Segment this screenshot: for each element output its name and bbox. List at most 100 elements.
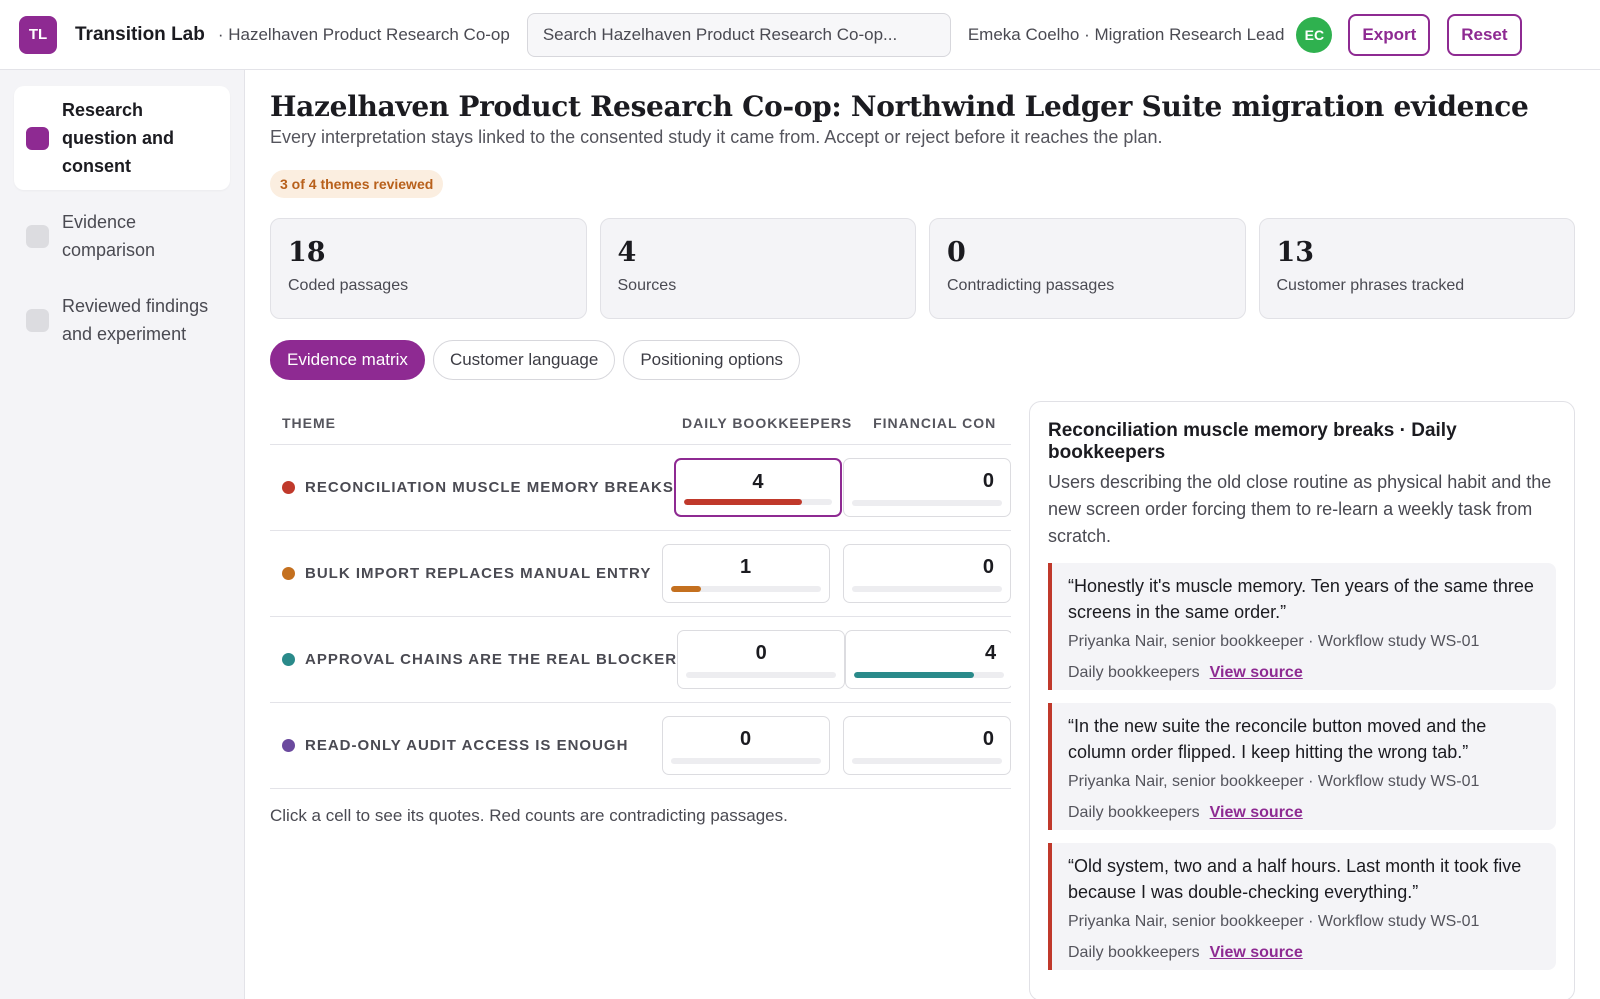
table-row: RECONCILIATION MUSCLE MEMORY BREAKS 4 0 bbox=[270, 445, 1011, 531]
app-logo: TL bbox=[19, 15, 57, 54]
top-bar: TL Transition Lab · Hazelhaven Product R… bbox=[0, 0, 1600, 70]
reset-button[interactable]: Reset bbox=[1447, 13, 1522, 56]
theme-label: RECONCILIATION MUSCLE MEMORY BREAKS bbox=[305, 479, 674, 496]
stat-value: 13 bbox=[1276, 237, 1315, 268]
stat-card-contradicting-passages: 0 Contradicting passages bbox=[929, 218, 1246, 319]
search-input[interactable] bbox=[526, 12, 951, 57]
quote-card: “Old system, two and a half hours. Last … bbox=[1048, 843, 1556, 970]
sidebar-step-reviewed-findings[interactable]: Reviewed findings and experiment bbox=[14, 282, 230, 358]
tab-positioning-options[interactable]: Positioning options bbox=[623, 340, 801, 380]
theme-cell: READ-ONLY AUDIT ACCESS IS ENOUGH bbox=[270, 737, 662, 754]
cell-bar-fill bbox=[683, 499, 803, 505]
stat-label: Customer phrases tracked bbox=[1276, 277, 1465, 294]
stat-value: 0 bbox=[947, 237, 966, 268]
quote-text: “Old system, two and a half hours. Last … bbox=[1068, 856, 1522, 902]
quote-text: “Honestly it's muscle memory. Ten years … bbox=[1068, 576, 1534, 622]
column-header-daily-bookkeepers: DAILY BOOKKEEPERS bbox=[681, 414, 853, 431]
cell-bar-track bbox=[852, 586, 1002, 592]
matrix-cell[interactable]: 0 bbox=[843, 544, 1011, 603]
cell-bar-track bbox=[852, 500, 1002, 506]
detail-description: Users describing the old close routine a… bbox=[1048, 472, 1552, 546]
sidebar-step-label: Research question and consent bbox=[62, 100, 174, 176]
matrix-cell[interactable]: 0 bbox=[677, 630, 846, 689]
stat-card-sources: 4 Sources bbox=[599, 218, 916, 319]
quote-footer: Daily bookkeepers View source bbox=[1068, 664, 1540, 682]
table-row: APPROVAL CHAINS ARE THE REAL BLOCKER 0 4 bbox=[270, 617, 1011, 703]
matrix-cell[interactable]: 0 bbox=[843, 458, 1011, 517]
column-header-theme: THEME bbox=[282, 414, 336, 431]
content-area: THEME DAILY BOOKKEEPERS FINANCIAL CON RE… bbox=[270, 401, 1575, 999]
theme-cell: BULK IMPORT REPLACES MANUAL ENTRY bbox=[270, 565, 662, 582]
view-source-link[interactable]: View source bbox=[1209, 944, 1303, 961]
cell-count: 4 bbox=[752, 471, 764, 493]
user-label: Emeka Coelho · Migration Research Lead bbox=[967, 24, 1285, 44]
stats-row: 18 Coded passages 4 Sources 0 Contradict… bbox=[270, 218, 1575, 319]
sidebar-step-label: Evidence comparison bbox=[62, 212, 156, 260]
theme-color-dot bbox=[282, 653, 295, 666]
stat-value: 18 bbox=[288, 237, 326, 268]
sidebar-step-research-question[interactable]: Research question and consent bbox=[14, 86, 230, 190]
sidebar: Research question and consent Evidence c… bbox=[0, 70, 245, 999]
cell-bar-fill bbox=[854, 672, 975, 678]
org-breadcrumb: · Hazelhaven Product Research Co-op bbox=[217, 24, 510, 44]
theme-cell: APPROVAL CHAINS ARE THE REAL BLOCKER bbox=[270, 651, 677, 668]
matrix-header-row: THEME DAILY BOOKKEEPERS FINANCIAL CON bbox=[270, 401, 1011, 445]
matrix-cell[interactable]: 0 bbox=[661, 716, 830, 775]
table-row: BULK IMPORT REPLACES MANUAL ENTRY 1 0 bbox=[270, 531, 1011, 617]
matrix-hint: Click a cell to see its quotes. Red coun… bbox=[270, 806, 788, 825]
review-progress-badge: 3 of 4 themes reviewed bbox=[270, 170, 444, 198]
cell-count: 0 bbox=[740, 728, 752, 750]
page-subtitle: Every interpretation stays linked to the… bbox=[270, 127, 1163, 147]
matrix-cell[interactable]: 1 bbox=[661, 544, 830, 603]
sidebar-step-evidence-comparison[interactable]: Evidence comparison bbox=[14, 198, 230, 274]
cell-bar-track bbox=[686, 672, 837, 678]
theme-label: READ-ONLY AUDIT ACCESS IS ENOUGH bbox=[305, 737, 629, 754]
quote-segment: Daily bookkeepers bbox=[1068, 804, 1200, 821]
sidebar-step-label: Reviewed findings and experiment bbox=[62, 296, 209, 344]
column-header-financial-controllers: FINANCIAL CON bbox=[873, 414, 997, 431]
quote-footer: Daily bookkeepers View source bbox=[1068, 804, 1540, 822]
matrix-cell[interactable]: 0 bbox=[843, 716, 1011, 775]
stat-label: Coded passages bbox=[288, 277, 409, 294]
theme-label: BULK IMPORT REPLACES MANUAL ENTRY bbox=[305, 565, 652, 582]
tab-evidence-matrix[interactable]: Evidence matrix bbox=[270, 340, 425, 380]
theme-color-dot bbox=[282, 481, 295, 494]
quote-segment: Daily bookkeepers bbox=[1068, 944, 1200, 961]
stat-value: 4 bbox=[617, 237, 637, 268]
avatar[interactable]: EC bbox=[1296, 16, 1333, 53]
quote-card: “Honestly it's muscle memory. Ten years … bbox=[1048, 563, 1556, 690]
theme-cell: RECONCILIATION MUSCLE MEMORY BREAKS bbox=[270, 479, 674, 496]
cell-count: 4 bbox=[985, 642, 997, 664]
step-marker-icon bbox=[26, 126, 49, 150]
stat-card-coded-passages: 18 Coded passages bbox=[270, 218, 587, 319]
quote-attribution: Priyanka Nair, senior bookkeeper · Workf… bbox=[1068, 913, 1480, 930]
theme-color-dot bbox=[282, 739, 295, 752]
matrix-cell[interactable]: 4 bbox=[845, 630, 1011, 689]
page-title: Hazelhaven Product Research Co-op: North… bbox=[270, 90, 1529, 123]
cell-bar-track bbox=[683, 499, 832, 505]
cell-bar-fill bbox=[670, 586, 701, 592]
detail-title: Reconciliation muscle memory breaks · Da… bbox=[1048, 420, 1457, 463]
cell-bar-track bbox=[670, 758, 821, 764]
step-marker-icon bbox=[26, 224, 49, 248]
quote-attribution: Priyanka Nair, senior bookkeeper · Workf… bbox=[1068, 633, 1480, 650]
quote-text: “In the new suite the reconcile button m… bbox=[1068, 716, 1487, 762]
table-row: READ-ONLY AUDIT ACCESS IS ENOUGH 0 0 bbox=[270, 703, 1011, 789]
cell-bar-track bbox=[670, 586, 821, 592]
view-source-link[interactable]: View source bbox=[1209, 804, 1303, 821]
app-title: Transition Lab bbox=[75, 23, 205, 45]
view-source-link[interactable]: View source bbox=[1209, 664, 1303, 681]
cell-count: 0 bbox=[982, 470, 994, 492]
theme-color-dot bbox=[282, 567, 295, 580]
cell-count: 0 bbox=[755, 642, 767, 664]
export-button[interactable]: Export bbox=[1348, 13, 1431, 56]
quote-detail-panel: Reconciliation muscle memory breaks · Da… bbox=[1029, 401, 1575, 999]
theme-label: APPROVAL CHAINS ARE THE REAL BLOCKER bbox=[305, 651, 678, 668]
stat-label: Contradicting passages bbox=[947, 277, 1115, 294]
quote-footer: Daily bookkeepers View source bbox=[1068, 944, 1540, 962]
quote-card: “In the new suite the reconcile button m… bbox=[1048, 703, 1556, 830]
main-content: Hazelhaven Product Research Co-op: North… bbox=[270, 70, 1575, 999]
stat-card-customer-phrases: 13 Customer phrases tracked bbox=[1258, 218, 1575, 319]
matrix-cell[interactable]: 4 bbox=[673, 458, 842, 517]
tab-customer-language[interactable]: Customer language bbox=[432, 340, 616, 380]
